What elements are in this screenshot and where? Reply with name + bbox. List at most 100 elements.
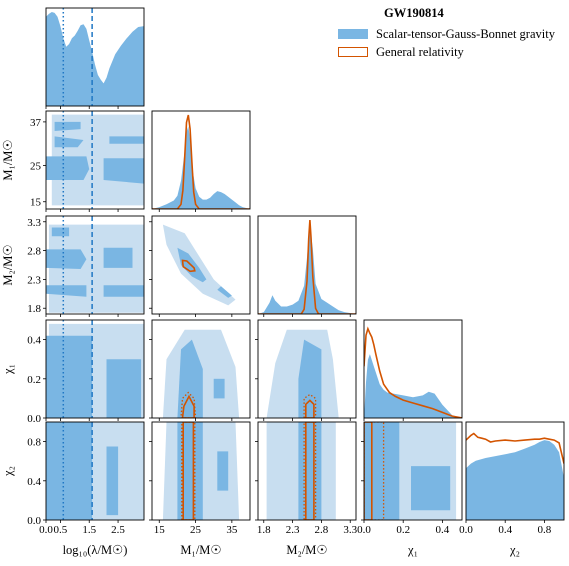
- stgb-contour-50-4-3: [411, 466, 451, 511]
- x-tick-label-0: 1.5: [82, 524, 96, 536]
- x-axis-label-1: M₁/M☉: [180, 543, 221, 557]
- diag-panel-0: [46, 12, 144, 106]
- x-tick-label-1: 25: [190, 524, 202, 536]
- y-axis-label-2: M₂/M☉: [1, 244, 15, 285]
- stgb-contour-50-2-0: [46, 285, 87, 297]
- y-tick-label-1: 15: [30, 197, 42, 209]
- x-tick-label-0: 0.5: [54, 524, 68, 536]
- stgb-density-3: [364, 354, 462, 418]
- stgb-contour-50-4-0: [46, 422, 93, 520]
- stgb-contour-50-1-0: [46, 156, 90, 180]
- stgb-contour-50-3-0: [106, 359, 142, 418]
- stgb-density-0: [46, 12, 144, 106]
- x-tick-label-2: 2.8: [315, 524, 329, 536]
- panel-frame-2-0: [45, 215, 145, 315]
- y-tick-label-1: 25: [30, 160, 42, 172]
- stgb-contour-50-2-0: [103, 247, 133, 268]
- gr-contour-50-4-2: [305, 422, 315, 520]
- y-tick-label-4: 0.8: [27, 437, 41, 449]
- x-tick-label-0: 0.0: [39, 524, 53, 536]
- stgb-contour-50-1-0: [54, 121, 81, 131]
- panel-frame-4-3: [363, 421, 463, 521]
- stgb-density-4: [466, 440, 564, 520]
- y-tick-label-2: 1.8: [27, 303, 41, 315]
- stgb-contour-50-4-1: [217, 451, 229, 491]
- panel-frame-1-0: [45, 110, 145, 210]
- stgb-contour-50-3-1: [213, 378, 225, 399]
- x-tick-label-4: 0.8: [538, 524, 552, 536]
- x-tick-label-3: 0.0: [357, 524, 371, 536]
- x-axis-label-0: log₁₀(λ/M☉): [63, 543, 128, 557]
- x-tick-label-2: 1.8: [257, 524, 271, 536]
- contour-panel-4-0: [46, 422, 144, 520]
- contour-panel-3-0: [46, 323, 144, 418]
- diag-panel-1: [152, 114, 250, 209]
- diag-panel-2: [258, 219, 356, 314]
- contour-panel-1-0: [46, 114, 144, 206]
- stgb-contour-50-1-0: [54, 136, 84, 148]
- panel-frame-1-1: [151, 110, 251, 210]
- stgb-contour-50-1-0: [103, 158, 144, 184]
- stgb-contour-50-1-0: [109, 136, 144, 144]
- x-axis-label-3: χ₁: [407, 543, 418, 557]
- x-tick-label-0: 2.5: [111, 524, 125, 536]
- stgb-contour-50-2-0: [46, 249, 87, 269]
- panel-frame-3-1: [151, 319, 251, 419]
- stgb-contour-50-3-2: [298, 339, 322, 418]
- y-tick-label-3: 0.0: [27, 413, 41, 425]
- gr-contour-50-3-2: [305, 399, 315, 418]
- gr-density-3: [364, 326, 462, 418]
- x-axis-label-4: χ₂: [509, 543, 520, 557]
- panel-frame-2-1: [151, 215, 251, 315]
- y-tick-label-3: 0.2: [27, 374, 41, 386]
- panel-frame-3-3: [363, 319, 463, 419]
- y-tick-label-2: 3.3: [27, 217, 41, 229]
- stgb-contour-50-2-0: [103, 285, 144, 297]
- panel-frame-3-0: [45, 319, 145, 419]
- x-tick-label-1: 35: [226, 524, 238, 536]
- x-tick-label-3: 0.2: [396, 524, 410, 536]
- contour-panel-4-1: [162, 422, 240, 520]
- gr-density-2: [258, 219, 356, 314]
- gr-density-4: [466, 432, 564, 464]
- panel-frame-2-2: [257, 215, 357, 315]
- panel-frame-4-4: [465, 421, 565, 521]
- x-axis-label-2: M₂/M☉: [286, 543, 327, 557]
- contour-panel-2-1: [162, 224, 236, 306]
- x-tick-label-3: 0.4: [436, 524, 450, 536]
- diag-panel-4: [466, 432, 564, 520]
- panel-frame-0-0: [45, 7, 145, 107]
- stgb-contour-50-4-3: [364, 422, 400, 520]
- y-tick-label-3: 0.4: [27, 335, 41, 347]
- stgb-contour-50-3-0: [46, 335, 93, 418]
- y-axis-label-3: χ₁: [1, 364, 15, 375]
- y-tick-label-1: 37: [30, 117, 42, 129]
- contour-panel-3-2: [266, 329, 339, 418]
- x-tick-label-1: 15: [154, 524, 166, 536]
- panel-frame-4-2: [257, 421, 357, 521]
- contour-panel-4-3: [364, 422, 457, 520]
- y-axis-label-4: χ₂: [1, 466, 15, 477]
- y-axis-label-1: M₁/M☉: [1, 139, 15, 180]
- gr-contour-50-3-1: [181, 394, 195, 418]
- x-tick-label-4: 0.0: [459, 524, 473, 536]
- contour-panel-2-0: [46, 224, 144, 313]
- stgb-contour-50-2-0: [51, 227, 70, 237]
- stgb-density-1: [152, 126, 250, 209]
- x-tick-label-2: 3.3: [343, 524, 357, 536]
- gr-contour-50-2-1: [181, 259, 196, 273]
- panel-frame-4-0: [45, 421, 145, 521]
- stgb-contour-90-2-1: [162, 224, 236, 306]
- x-tick-label-2: 2.3: [286, 524, 300, 536]
- y-tick-label-2: 2.8: [27, 246, 41, 258]
- y-tick-label-4: 0.0: [27, 515, 41, 527]
- stgb-contour-50-3-1: [177, 339, 203, 418]
- gr-contour-50-4-1: [182, 422, 195, 520]
- panel-frame-4-1: [151, 421, 251, 521]
- contour-panel-4-2: [266, 422, 336, 520]
- diag-panel-3: [364, 326, 462, 418]
- y-tick-label-4: 0.4: [27, 476, 41, 488]
- contour-panel-3-1: [162, 329, 240, 418]
